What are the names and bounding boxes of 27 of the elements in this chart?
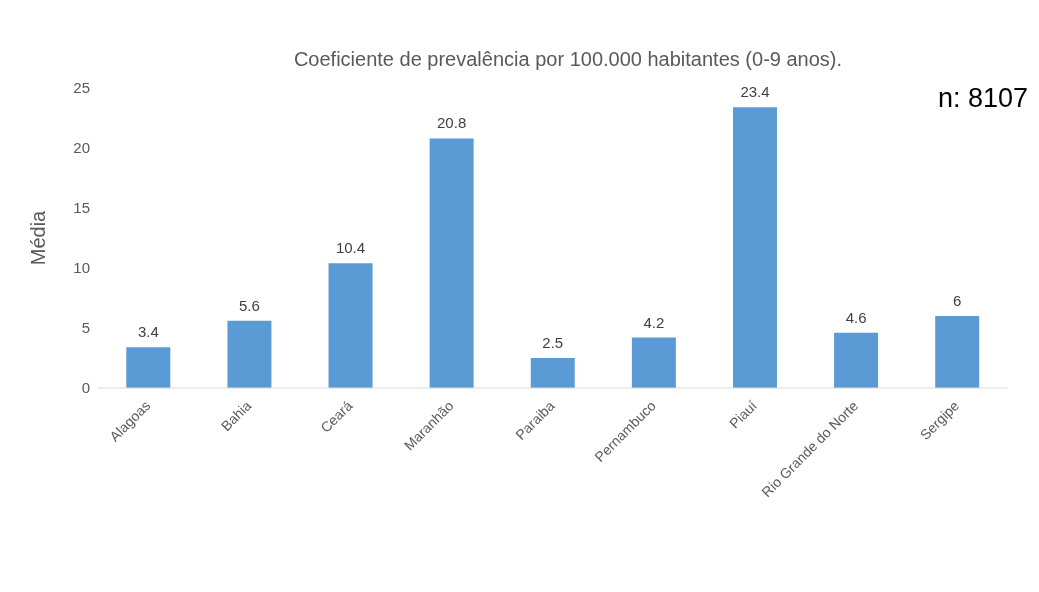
bar [631,337,676,388]
y-tick-label: 10 [73,259,90,277]
data-label: 2.5 [542,334,564,351]
bar [328,263,373,388]
data-label: 23.4 [740,83,770,101]
bar [126,347,171,388]
data-label: 6 [953,292,962,309]
y-tick-label: 15 [73,199,90,217]
bar [227,320,272,388]
y-tick-label: 5 [81,319,90,337]
data-label: 4.2 [643,313,665,331]
y-axis-title: Média [27,209,50,266]
bar [935,316,980,388]
annotation: n: 8107 [937,83,1028,114]
data-label: 5.6 [238,296,260,314]
bar [732,107,777,388]
y-tick-label: 0 [81,379,90,397]
bar [429,138,474,388]
chart-title: Coeficiente de prevalência por 100.000 habitantes (0-9 anos). [292,48,844,71]
data-label: 10.4 [335,239,366,257]
data-label: 20.8 [437,114,467,132]
bar [834,332,879,388]
y-tick-label: 20 [73,139,90,157]
bar [530,358,575,388]
data-label: 3.4 [137,323,159,341]
y-tick-label: 25 [73,79,90,97]
data-label: 4.6 [845,308,867,326]
